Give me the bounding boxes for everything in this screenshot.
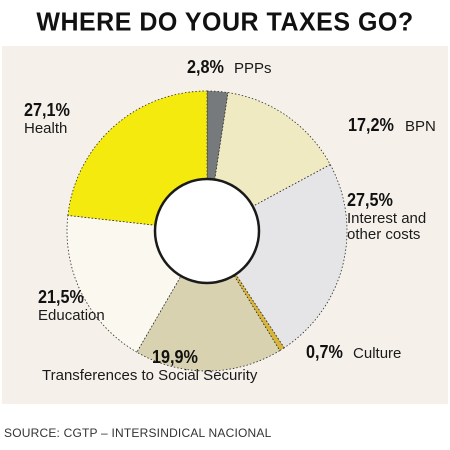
label-ppps: 2,8% PPPs: [187, 58, 272, 78]
label-social-security: 19,9% Transferences to Social Security: [42, 348, 302, 384]
slice-value-bpn: 17,2%: [348, 115, 394, 135]
slice-bpn: [214, 92, 331, 207]
slice-name-health: Health: [24, 119, 68, 137]
slice-name-social-security: Transferences to Social Security: [42, 366, 258, 384]
slice-name-bpn: BPN: [405, 118, 436, 135]
slice-value-education: 21,5%: [38, 287, 84, 307]
slice-value-culture: 0,7%: [306, 342, 343, 362]
slice-name-ppps: PPPs: [234, 60, 272, 77]
slice-transferences-to-social-security: [136, 274, 281, 372]
slice-education: [66, 214, 182, 353]
label-bpn: 17,2% BPN: [348, 116, 436, 136]
source-note: SOURCE: CGTP – INTERSINDICAL NACIONAL: [4, 426, 272, 440]
slice-value-interest: 27,5%: [347, 190, 393, 210]
slice-value-social-security: 19,9%: [152, 347, 198, 367]
chart-panel: 2,8% PPPs 17,2% BPN 27,5% Interest and oth…: [2, 46, 448, 404]
slice-name-education: Education: [38, 306, 105, 324]
slice-name-culture: Culture: [353, 345, 402, 362]
label-culture: 0,7% Culture: [306, 343, 401, 363]
slice-value-ppps: 2,8%: [187, 57, 224, 77]
chart-title: WHERE DO YOUR TAXES GO?: [36, 7, 414, 37]
donut-hole: [153, 177, 261, 285]
slice-value-health: 27,1%: [24, 100, 70, 120]
slice-name-interest: Interest and other costs: [347, 209, 427, 243]
donut-chart: [66, 90, 348, 372]
label-interest: 27,5% Interest and other costs: [347, 191, 442, 242]
label-health: 27,1% Health: [24, 101, 75, 137]
label-education: 21,5% Education: [38, 288, 105, 324]
